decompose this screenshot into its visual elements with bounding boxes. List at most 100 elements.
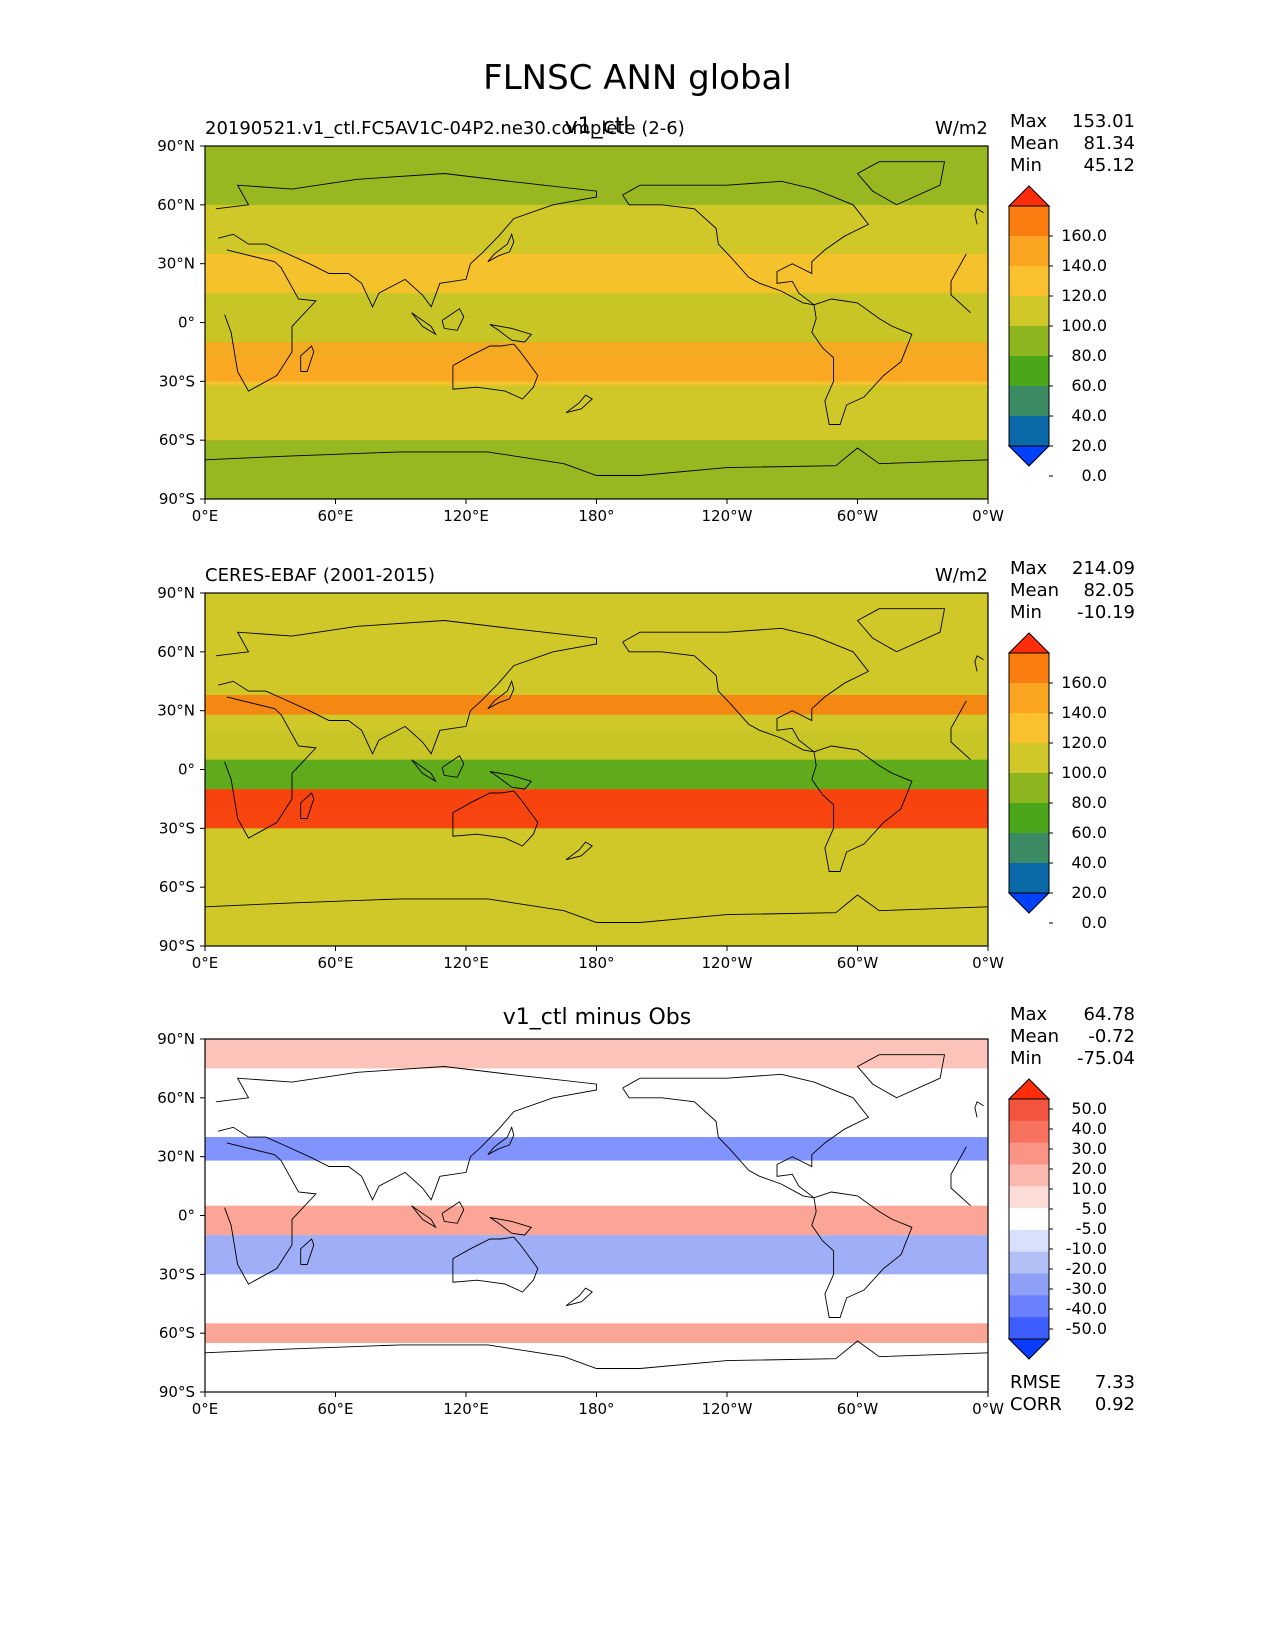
uk-outline [974,208,984,225]
colorbar-extend-max [1007,632,1051,654]
lat-tick-label: 90°N [157,584,195,602]
stat-mean: Mean 82.05 [1010,580,1135,602]
stat-min-label: Min [1010,155,1042,176]
colorbar-band [1009,653,1049,684]
colorbar-tick-label: -50.0 [1066,1319,1107,1338]
coastlines [204,161,989,476]
lon-tick-label: 60°W [837,954,879,972]
colorbar-band [1009,803,1049,834]
lon-tick-label: 0°E [192,954,219,972]
borneo-outline [441,1201,465,1224]
field-region-sahara-arabia [205,253,988,294]
field-region-amazon [205,759,988,790]
field-region-tibet [205,694,988,715]
lon-tick-label: 120°E [443,507,489,525]
new-guinea-outline [489,1217,533,1236]
colorbar-band [1009,863,1049,894]
colorbar-tick-label: -10.0 [1066,1239,1107,1258]
lat-tick-label: 90°S [159,490,195,508]
antarctica-outline [204,1340,989,1369]
lon-tick-label: 180° [578,1400,614,1418]
colorbar-band [1009,1273,1049,1296]
colorbar-band [1009,1120,1049,1144]
colorbar-band [1009,1251,1049,1275]
colorbar-tick-label: 120.0 [1061,286,1107,305]
greenland-outline [856,608,946,653]
north-america-outline [622,180,870,306]
lat-tick-label: 90°N [157,1030,195,1048]
stat-mean-value: -0.72 [1088,1026,1135,1047]
lon-tick-label: 120°E [443,1400,489,1418]
lat-tick-label: 60°S [159,1324,195,1342]
colorbar-tick-label: 160.0 [1061,673,1107,692]
colorbar-extend-min [1007,892,1051,914]
stat-min: Min -10.19 [1010,602,1135,624]
lat-tick-label: 60°S [159,431,195,449]
stat-max-label: Max [1010,111,1048,132]
colorbar-extend-min [1007,1338,1051,1360]
colorbar-tick-label: 160.0 [1061,226,1107,245]
uk-outline [974,1101,984,1118]
metric-corr-label: CORR [1010,1394,1062,1415]
colorbar-band [1009,1208,1049,1231]
colorbar: 50.040.030.020.010.05.0-5.0-10.0-20.0-30… [1007,1078,1107,1360]
north-america-outline [622,1073,870,1199]
colorbar-band [1009,1295,1049,1318]
stat-max-value: 214.09 [1072,558,1135,579]
lat-tick-label: 30°S [159,372,195,390]
colorbar-tick-label: 140.0 [1061,703,1107,722]
field-region-tibet [205,1137,988,1161]
japan-outline [487,679,515,710]
stat-min: Min -75.04 [1010,1048,1135,1070]
field-region-andes [205,789,988,829]
borneo-outline [441,308,465,331]
colorbar-tick-label: 0.0 [1082,466,1107,485]
lon-tick-label: 180° [578,507,614,525]
greenland-outline [856,1054,946,1099]
new-guinea-outline [489,771,533,790]
colorbar-tick-label: 40.0 [1071,1119,1107,1138]
stat-min-value: -75.04 [1076,1048,1135,1069]
madagascar-outline [300,792,315,819]
stat-max: Max 214.09 [1010,558,1135,580]
lat-tick-label: 30°S [159,1265,195,1283]
lon-tick-label: 0°W [972,507,1004,525]
stat-mean-label: Mean [1010,1026,1060,1047]
colorbar-band [1009,773,1049,804]
colorbar-band [1009,386,1049,417]
colorbar-tick-label: -5.0 [1076,1219,1107,1238]
colorbar-tick-label: 50.0 [1071,1099,1107,1118]
lon-tick-label: 0°E [192,507,219,525]
colorbar-tick-label: 10.0 [1071,1179,1107,1198]
south-america-outline [811,298,913,425]
new-zealand-outline [565,394,593,414]
colorbar-tick-label: 30.0 [1071,1139,1107,1158]
lat-tick-label: 90°N [157,137,195,155]
stat-min-label: Min [1010,1048,1042,1069]
colorbar-band [1009,206,1049,237]
stat-mean-value: 81.34 [1083,133,1135,154]
colorbar-tick-label: 60.0 [1071,823,1107,842]
australia-outline [452,343,539,400]
field-region-arctic-band [205,1039,988,1069]
stat-mean-label: Mean [1010,580,1060,601]
lon-tick-label: 60°W [837,1400,879,1418]
map-plot: 90°N 60°N 30°N 0° 30°S 60°S 90°S0°E 60°E 120°E 18… [157,1030,1107,1418]
map-plot: 90°N 60°N 30°N 0° 30°S 60°S 90°S0°E 60°E 120°E 18… [157,137,1107,525]
japan-outline [487,232,515,263]
colorbar-tick-label: 20.0 [1071,1159,1107,1178]
colorbar-tick-label: 100.0 [1061,316,1107,335]
coastlines [204,1054,989,1369]
colorbar-tick-label: 100.0 [1061,763,1107,782]
stat-min: Min 45.12 [1010,155,1135,177]
panel-stats: Max 64.78 Mean -0.72 Min -75.04 [1010,1004,1135,1070]
sumatra-outline [411,1205,437,1229]
panel-difference: v1_ctl minus Obs Max 64.78 Mean -0.72 Min -75.… [0,1003,1275,1453]
lat-tick-label: 60°N [157,1089,195,1107]
lon-tick-label: 0°W [972,954,1004,972]
lat-tick-label: 30°N [157,702,195,720]
lon-tick-label: 0°W [972,1400,1004,1418]
stat-max-value: 64.78 [1083,1004,1135,1025]
coastlines [204,608,989,923]
stat-mean: Mean 81.34 [1010,133,1135,155]
